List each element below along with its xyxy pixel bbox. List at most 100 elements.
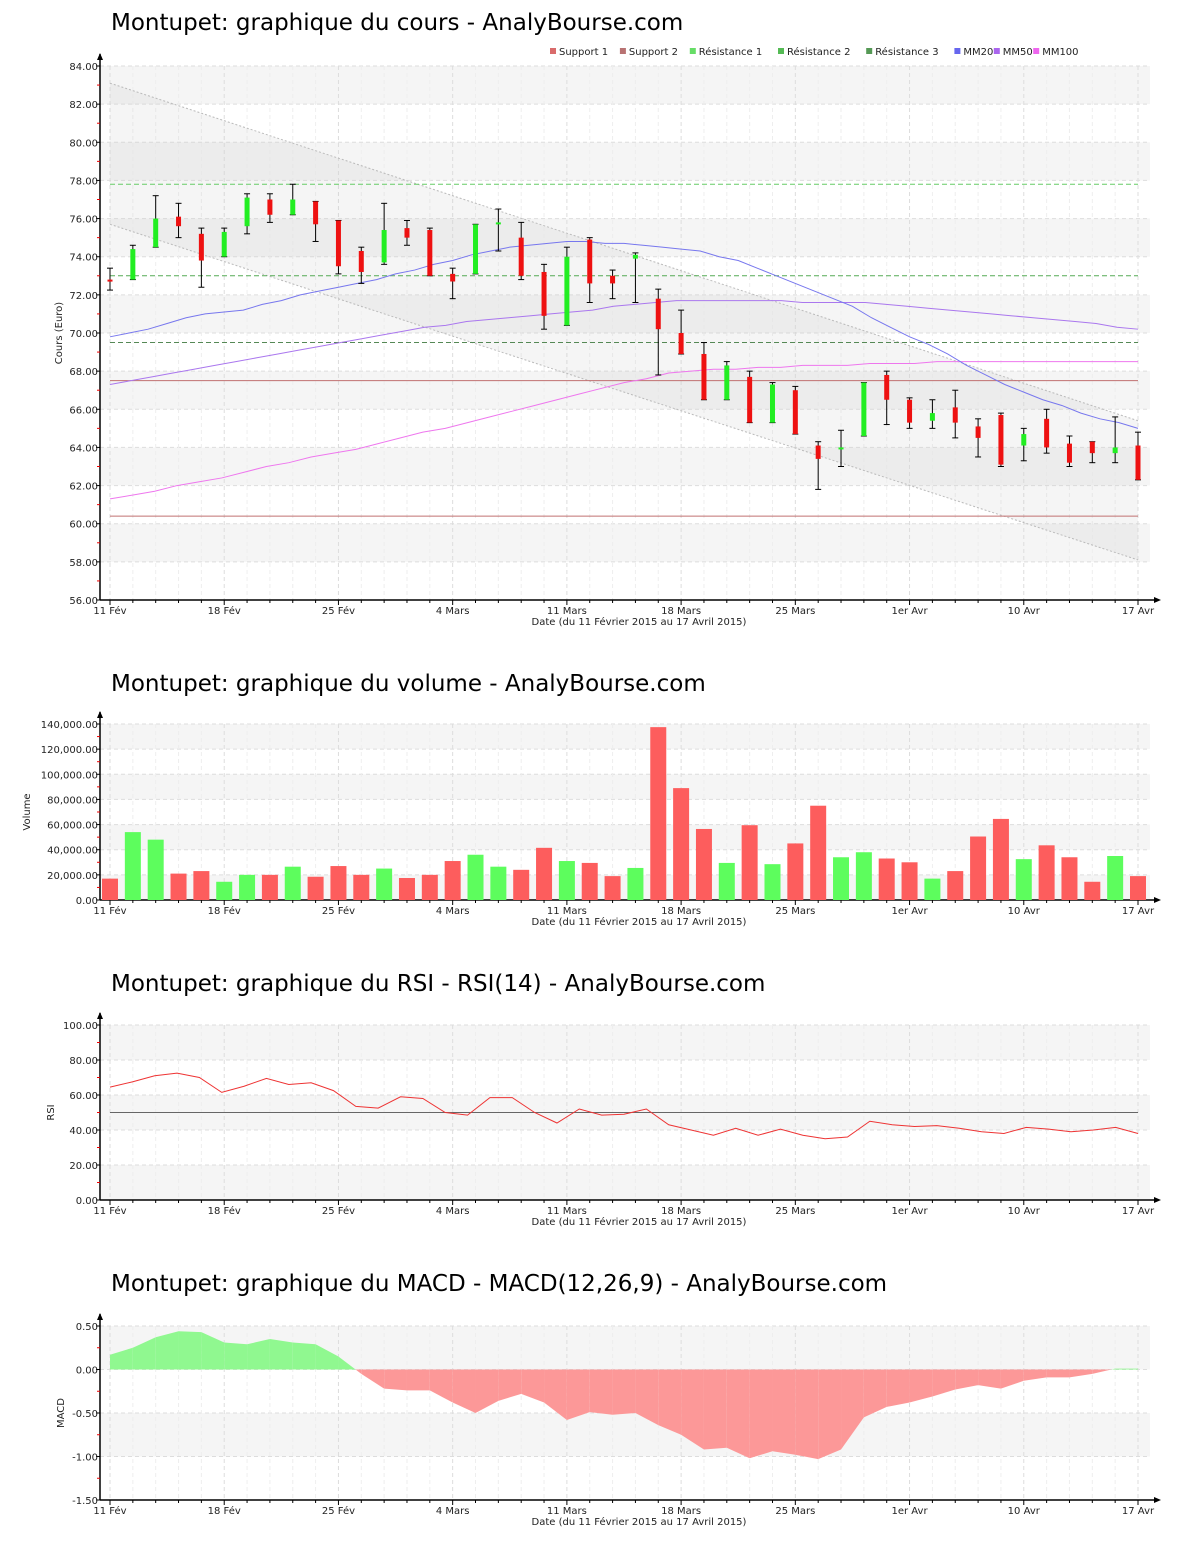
volume-chart-title: Montupet: graphique du volume - AnalyBou… xyxy=(111,671,706,697)
macd-area-negative xyxy=(589,1369,613,1415)
volume-bar-down xyxy=(970,836,987,900)
volume-bar-down xyxy=(307,876,324,900)
candle-up xyxy=(838,447,844,450)
volume-bar-up xyxy=(924,878,941,900)
macd-area-negative xyxy=(749,1369,773,1459)
x-tick-label: 25 Mars xyxy=(775,606,815,617)
legend-swatch xyxy=(778,48,784,54)
candle-up xyxy=(381,230,387,263)
y-tick-label: 68.00 xyxy=(69,367,98,378)
x-tick-label: 11 Fév xyxy=(93,905,126,917)
rsi-chart: 0.00 20.00 40.00 60.00 80.00 100.00 11 Fév 18 F… xyxy=(46,1012,1161,1228)
volume-bar-down xyxy=(513,869,530,900)
volume-bar-down xyxy=(421,874,438,900)
macd-area-negative xyxy=(1046,1369,1070,1378)
macd-area-negative xyxy=(955,1369,979,1390)
candle-down xyxy=(176,216,182,227)
volume-bar-down xyxy=(444,861,461,900)
x-tick-label: 18 Mars xyxy=(661,1206,701,1217)
macd-area-negative xyxy=(1000,1369,1024,1389)
macd-area-negative xyxy=(406,1369,430,1391)
macd-area-negative xyxy=(726,1369,750,1459)
grid-band xyxy=(100,824,1150,850)
y-tick-label: 40,000.00 xyxy=(47,846,98,857)
y-tick-label: 0.00 xyxy=(76,1196,98,1207)
x-tick-label: 10 Avr xyxy=(1008,1206,1041,1217)
volume-bar-up xyxy=(490,866,507,900)
candle-down xyxy=(975,426,981,438)
candle-down xyxy=(313,201,319,225)
x-tick-label: 10 Avr xyxy=(1008,906,1041,917)
price-chart-title: Montupet: graphique du cours - AnalyBour… xyxy=(111,10,684,36)
volume-bar-up xyxy=(558,861,575,900)
volume-bar-up xyxy=(1015,859,1032,900)
x-tick-label: 25 Mars xyxy=(775,906,815,917)
x-tick-label: 1er Avr xyxy=(892,1506,929,1517)
x-tick-label: 11 Fév xyxy=(93,605,126,617)
x-tick-label: 11 Fév xyxy=(93,1205,126,1217)
candle-up xyxy=(861,382,867,436)
grid-band xyxy=(100,218,1150,257)
volume-bar-down xyxy=(398,878,415,900)
candle-down xyxy=(1066,443,1072,463)
candle-down xyxy=(450,273,456,282)
candle-down xyxy=(701,353,707,400)
x-tick-label: 25 Mars xyxy=(775,1206,815,1217)
legend-label: MM50 xyxy=(1003,47,1033,58)
macd-area-positive xyxy=(155,1331,179,1370)
macd-area-negative xyxy=(544,1369,567,1420)
y-tick-label: 82.00 xyxy=(69,100,98,111)
legend-label: Support 2 xyxy=(629,47,678,58)
legend-label: Résistance 1 xyxy=(699,46,762,58)
macd-area-negative xyxy=(475,1369,499,1413)
trend-channel xyxy=(110,83,1138,560)
x-tick-label: 18 Fév xyxy=(208,605,241,617)
y-tick-label: 60.00 xyxy=(69,520,98,531)
candle-up xyxy=(769,384,775,423)
x-tick-label: 4 Mars xyxy=(436,906,470,917)
x-tick-label: 25 Fév xyxy=(322,905,355,917)
candle-up xyxy=(153,218,159,248)
volume-bar-up xyxy=(627,867,644,900)
grid-band xyxy=(100,724,1150,750)
x-tick-label: 18 Mars xyxy=(661,906,701,917)
macd-area-negative xyxy=(932,1369,956,1397)
volume-bar-up xyxy=(1107,856,1124,900)
x-axis-title: Date (du 11 Février 2015 au 17 Avril 201… xyxy=(532,616,747,628)
x-tick-label: 18 Fév xyxy=(208,1205,241,1217)
candle-up xyxy=(221,231,227,257)
x-axis-arrow-icon xyxy=(1154,1197,1161,1203)
volume-bar-down xyxy=(353,874,370,900)
candle-down xyxy=(792,390,798,435)
x-axis-arrow-icon xyxy=(1154,1497,1161,1503)
y-tick-label: 80.00 xyxy=(69,1056,98,1067)
x-axis-arrow-icon xyxy=(1154,897,1161,903)
grid-band xyxy=(100,1413,1150,1457)
legend-label: MM100 xyxy=(1042,47,1078,58)
x-tick-label: 18 Fév xyxy=(208,1505,241,1517)
candle-down xyxy=(655,298,661,330)
y-tick-label: 84.00 xyxy=(69,62,98,73)
volume-bar-down xyxy=(581,862,598,900)
macd-area-positive xyxy=(224,1342,248,1370)
macd-area-positive xyxy=(178,1331,202,1370)
macd-area-negative xyxy=(1069,1369,1093,1378)
legend-label: Support 1 xyxy=(559,47,608,58)
grid-band xyxy=(100,874,1150,900)
volume-bar-down xyxy=(170,873,187,900)
candle-up xyxy=(130,249,136,280)
volume-bar-down xyxy=(878,858,895,900)
volume-bar-down xyxy=(901,862,918,900)
macd-area-negative xyxy=(658,1369,682,1435)
price-chart: 56.00 58.00 60.00 62.00 64.00 66.00 68.00 70.00… xyxy=(54,46,1161,628)
macd-area-negative xyxy=(795,1369,819,1460)
volume-bar-down xyxy=(604,876,621,900)
macd-area-negative xyxy=(612,1369,636,1415)
volume-bar-down xyxy=(193,871,210,900)
legend-swatch xyxy=(1033,48,1040,54)
y-tick-label: 100.00 xyxy=(63,1021,98,1032)
macd-area-negative xyxy=(1023,1369,1047,1381)
y-tick-label: 140,000.00 xyxy=(41,720,98,731)
macd-area-negative xyxy=(566,1369,590,1420)
y-tick-label: 0.00 xyxy=(76,896,98,907)
